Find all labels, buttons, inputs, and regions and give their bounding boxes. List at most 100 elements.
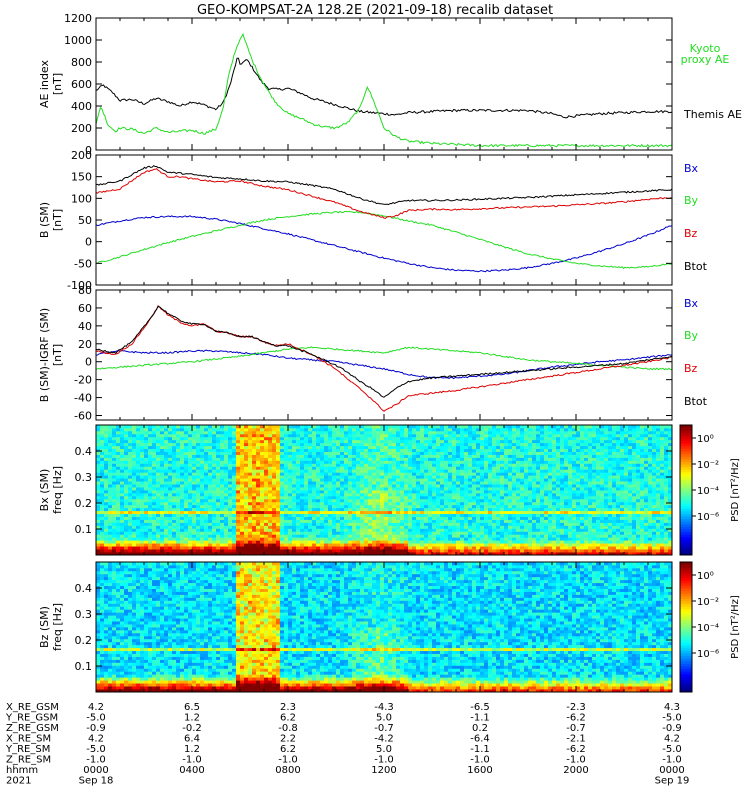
spectrogram-cell [176,507,181,512]
spectrogram-cell [420,537,425,541]
spectrogram-cell [296,469,301,473]
spectrogram-cell [324,495,329,500]
spectrogram-cell [480,487,485,491]
spectrogram-cell [432,498,437,503]
spectrogram-cell [516,543,521,547]
spectrogram-cell [248,534,253,538]
spectrogram-cell [484,451,489,455]
spectrogram-cell [172,516,177,520]
spectrogram-cell [284,460,289,464]
spectrogram-cell [292,492,297,497]
spectrogram-cell [332,487,337,491]
spectrogram-cell [100,534,105,538]
spectrogram-cell [216,466,221,470]
spectrogram-cell [140,522,145,526]
spectrogram-cell [156,510,161,515]
spectrogram-cell [168,504,173,509]
spectrogram-cell [312,540,317,544]
spectrogram-cell [304,451,309,455]
spectrogram-cell [208,495,213,500]
spectrogram-cell [256,425,261,429]
spectrogram-cell [168,495,173,500]
spectrogram-cell [220,425,225,429]
spectrogram-cell [96,460,101,464]
spectrogram-cell [436,510,441,515]
spectrogram-cell [260,507,265,512]
spectrogram-cell [392,525,397,529]
spectrogram-cell [220,454,225,458]
spectrogram-cell [388,448,393,452]
spectrogram-cell [164,525,169,529]
spectrogram-cell [416,495,421,500]
spectrogram-cell [500,481,505,485]
spectrogram-cell [228,492,233,497]
spectrogram-cell [248,454,253,458]
spectrogram-cell [268,484,273,488]
spectrogram-cell [228,481,233,485]
spectrogram-cell [96,487,101,491]
spectrogram-cell [344,439,349,444]
spectrogram-cell [260,490,265,494]
spectrogram-cell [168,484,173,488]
spectrogram-cell [476,481,481,485]
spectrogram-cell [208,478,213,482]
spectrogram-cell [432,522,437,526]
spectrogram-cell [288,516,293,520]
spectrogram-cell [448,531,453,535]
spectrogram-cell [228,457,233,461]
spectrogram-cell [252,478,257,482]
spectrogram-cell [292,501,297,506]
spectrogram-cell [152,430,157,435]
spectrogram-cell [440,442,445,447]
spectrogram-cell [496,484,501,488]
y-tick-label: 200 [71,149,92,162]
spectrogram-cell [468,498,473,503]
spectrogram-cell [520,540,525,544]
spectrogram-cell [392,463,397,467]
spectrogram-cell [340,427,345,432]
spectrogram-cell [124,546,129,550]
spectrogram-cell [340,487,345,491]
spectrogram-cell [296,487,301,491]
spectrogram-cell [260,445,265,450]
spectrogram-cell [300,528,305,532]
spectrogram-cell [280,525,285,529]
spectrogram-cell [368,433,373,438]
spectrogram-cell [404,507,409,512]
spectrogram-cell [244,495,249,500]
spectrogram-cell [308,466,313,470]
spectrogram-cell [440,501,445,506]
spectrogram-cell [288,425,293,429]
spectrogram-cell [232,498,237,503]
spectrogram-cell [224,433,229,438]
spectrogram-cell [376,430,381,435]
spectrogram-cell [404,445,409,450]
spectrogram-cell [204,549,209,553]
spectrogram-cell [180,537,185,541]
spectrogram-cell [320,522,325,526]
spectrogram-cell [152,478,157,482]
spectrogram-cell [216,463,221,467]
spectrogram-cell [300,543,305,547]
spectrogram-cell [476,451,481,455]
spectrogram-cell [344,504,349,509]
spectrogram-cell [292,531,297,535]
spectrogram-cell [132,540,137,544]
spectrogram-cell [172,475,177,479]
spectrogram-cell [328,525,333,529]
spectrogram-cell [296,475,301,479]
spectrogram-cell [180,522,185,526]
spectrogram-cell [392,448,397,452]
spectrogram-cell [308,510,313,515]
spectrogram-cell [172,442,177,447]
spectrogram-cell [176,495,181,500]
spectrogram-cell [240,466,245,470]
spectrogram-cell [396,516,401,520]
spectrogram-cell [228,516,233,520]
spectrogram-cell [348,528,353,532]
spectrogram-cell [152,427,157,432]
spectrogram-cell [132,498,137,503]
spectrogram-cell [216,460,221,464]
spectrogram-cell [156,460,161,464]
spectrogram-cell [372,442,377,447]
